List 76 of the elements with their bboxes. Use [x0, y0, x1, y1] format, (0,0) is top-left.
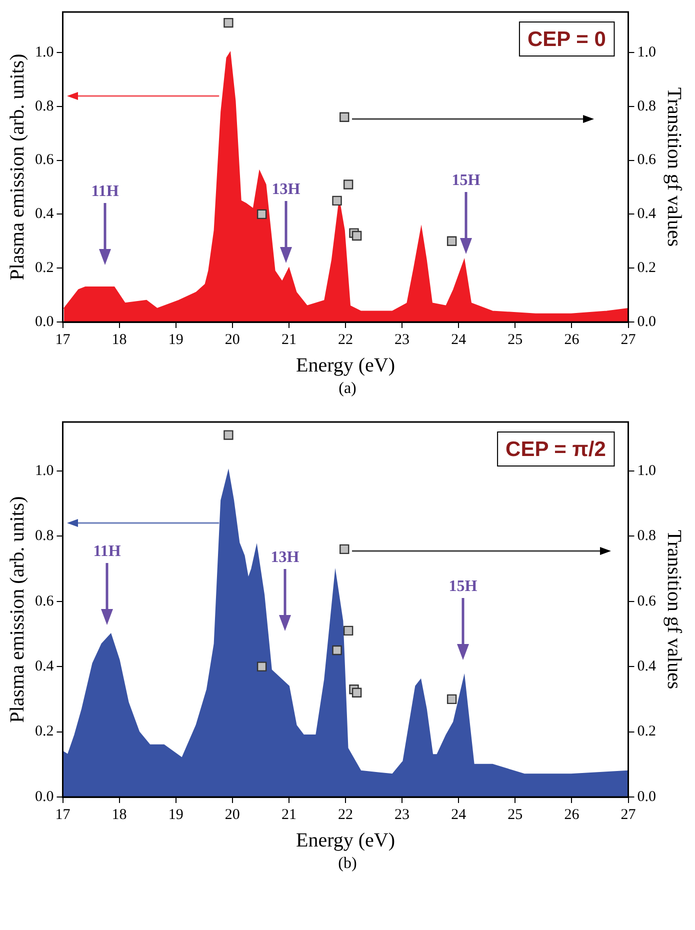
annotation: 13H [270, 548, 300, 566]
y2-tick-label: 1.0 [637, 44, 656, 60]
x-axis-title: Energy (eV) [296, 354, 396, 376]
x-tick-label: 18 [112, 806, 127, 823]
annotation: 11H [93, 543, 122, 560]
y-tick-label: 0.8 [35, 98, 54, 114]
x-tick-label: 20 [224, 806, 240, 823]
y2-tick-label: 0.4 [637, 658, 656, 675]
x-tick-label: 22 [338, 332, 353, 348]
annotation: 13H [271, 181, 300, 198]
y-tick-label: 0.2 [35, 260, 54, 276]
y-tick-label: 0.2 [35, 724, 54, 740]
y2-tick-label: 0.8 [637, 98, 656, 114]
y-tick-label: 0.0 [35, 314, 54, 330]
x-tick-label: 17 [55, 332, 71, 348]
y2-tick-label: 0.0 [637, 314, 656, 330]
x-tick-label: 20 [224, 332, 240, 348]
point [340, 544, 350, 554]
y2-tick-label: 0.0 [637, 788, 656, 805]
point [343, 626, 354, 636]
y2-tick-label: 0.4 [637, 206, 656, 222]
x-tick-label: 19 [168, 806, 184, 823]
y-tick-label: 0.8 [35, 528, 54, 544]
x-tick-label: 25 [508, 332, 523, 348]
x-tick-label: 23 [394, 806, 410, 823]
point [352, 230, 362, 241]
point [352, 688, 362, 698]
y-axis-title: Plasma emission (arb. units) [6, 54, 28, 280]
x-tick-label: 21 [281, 806, 296, 823]
x-tick-label: 27 [620, 332, 636, 348]
x-tick-label: 19 [168, 332, 184, 348]
y2-tick-label: 0.8 [637, 528, 656, 544]
point [446, 236, 457, 246]
y-tick-label: 0.4 [35, 206, 54, 222]
y2-tick-label: 0.6 [637, 593, 656, 610]
text: (a) [338, 380, 358, 399]
point [224, 18, 234, 28]
annotation: 15H [452, 172, 481, 190]
x-tick-label: 17 [55, 806, 71, 823]
text: (b) [337, 855, 358, 874]
point [446, 694, 457, 704]
annotation: CEP = 0 [527, 28, 606, 51]
point [340, 112, 350, 122]
x-tick-label: 26 [564, 806, 580, 823]
point [256, 209, 267, 220]
x-tick-label: 27 [620, 806, 636, 823]
x-tick-label: 25 [508, 806, 523, 823]
point [332, 196, 342, 206]
annotation: 15H [448, 578, 478, 596]
annotation: 11H [91, 183, 120, 200]
x-tick-label: 22 [338, 806, 353, 823]
x-tick-label: 18 [112, 332, 127, 348]
point [224, 430, 234, 440]
y-tick-label: 0.6 [35, 152, 54, 168]
annotation: CEP = π/2 [506, 438, 606, 461]
y-tick-label: 1.0 [35, 462, 54, 479]
point [332, 645, 342, 656]
y2-axis-title: Transition gf values [662, 530, 685, 690]
y-axis-title: Plasma emission (arb. units) [6, 496, 28, 723]
x-tick-label: 21 [281, 332, 296, 348]
x-tick-label: 24 [451, 806, 467, 823]
point [256, 662, 267, 672]
x-tick-label: 23 [394, 332, 410, 348]
y-tick-label: 0.0 [35, 788, 54, 805]
y2-tick-label: 0.6 [637, 152, 656, 168]
y2-axis-title: Transition gf values [662, 87, 685, 247]
x-axis-title: Energy (eV) [296, 829, 396, 852]
y2-tick-label: 0.2 [637, 724, 656, 740]
y-tick-label: 0.6 [35, 593, 54, 610]
y2-tick-label: 0.2 [637, 260, 656, 276]
x-tick-label: 24 [451, 332, 467, 348]
point [343, 180, 354, 190]
x-tick-label: 26 [564, 332, 580, 348]
y2-tick-label: 1.0 [637, 462, 656, 479]
y-tick-label: 0.4 [35, 658, 54, 675]
y-tick-label: 1.0 [35, 44, 54, 60]
